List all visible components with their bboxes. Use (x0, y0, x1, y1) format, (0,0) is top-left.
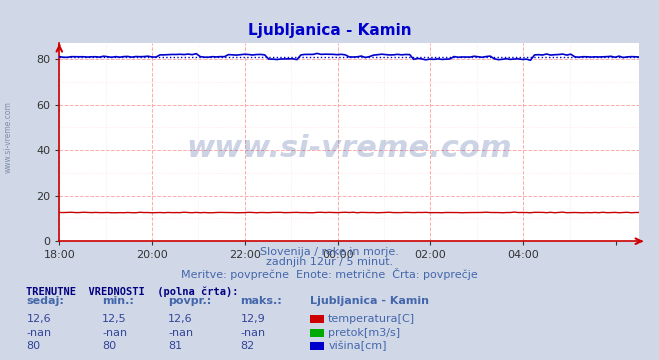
Text: Ljubljanica - Kamin: Ljubljanica - Kamin (248, 23, 411, 39)
Text: Meritve: povprečne  Enote: metrične  Črta: povprečje: Meritve: povprečne Enote: metrične Črta:… (181, 268, 478, 280)
Text: Slovenija / reke in morje.: Slovenija / reke in morje. (260, 247, 399, 257)
Text: 12,6: 12,6 (26, 314, 51, 324)
Text: min.:: min.: (102, 296, 134, 306)
Text: Ljubljanica - Kamin: Ljubljanica - Kamin (310, 296, 429, 306)
Text: 12,5: 12,5 (102, 314, 127, 324)
Text: -nan: -nan (102, 328, 127, 338)
Text: 80: 80 (26, 341, 40, 351)
Text: pretok[m3/s]: pretok[m3/s] (328, 328, 400, 338)
Text: temperatura[C]: temperatura[C] (328, 314, 415, 324)
Text: višina[cm]: višina[cm] (328, 341, 387, 351)
Text: 80: 80 (102, 341, 116, 351)
Text: -nan: -nan (168, 328, 193, 338)
Text: 82: 82 (241, 341, 255, 351)
Text: 12,9: 12,9 (241, 314, 266, 324)
Text: 12,6: 12,6 (168, 314, 192, 324)
Text: -nan: -nan (26, 328, 51, 338)
Text: TRENUTNE  VREDNOSTI  (polna črta):: TRENUTNE VREDNOSTI (polna črta): (26, 286, 239, 297)
Text: -nan: -nan (241, 328, 266, 338)
Text: 81: 81 (168, 341, 182, 351)
Text: www.si-vreme.com: www.si-vreme.com (186, 134, 512, 163)
Text: maks.:: maks.: (241, 296, 282, 306)
Text: www.si-vreme.com: www.si-vreme.com (4, 101, 13, 173)
Text: sedaj:: sedaj: (26, 296, 64, 306)
Text: povpr.:: povpr.: (168, 296, 212, 306)
Text: zadnjih 12ur / 5 minut.: zadnjih 12ur / 5 minut. (266, 257, 393, 267)
